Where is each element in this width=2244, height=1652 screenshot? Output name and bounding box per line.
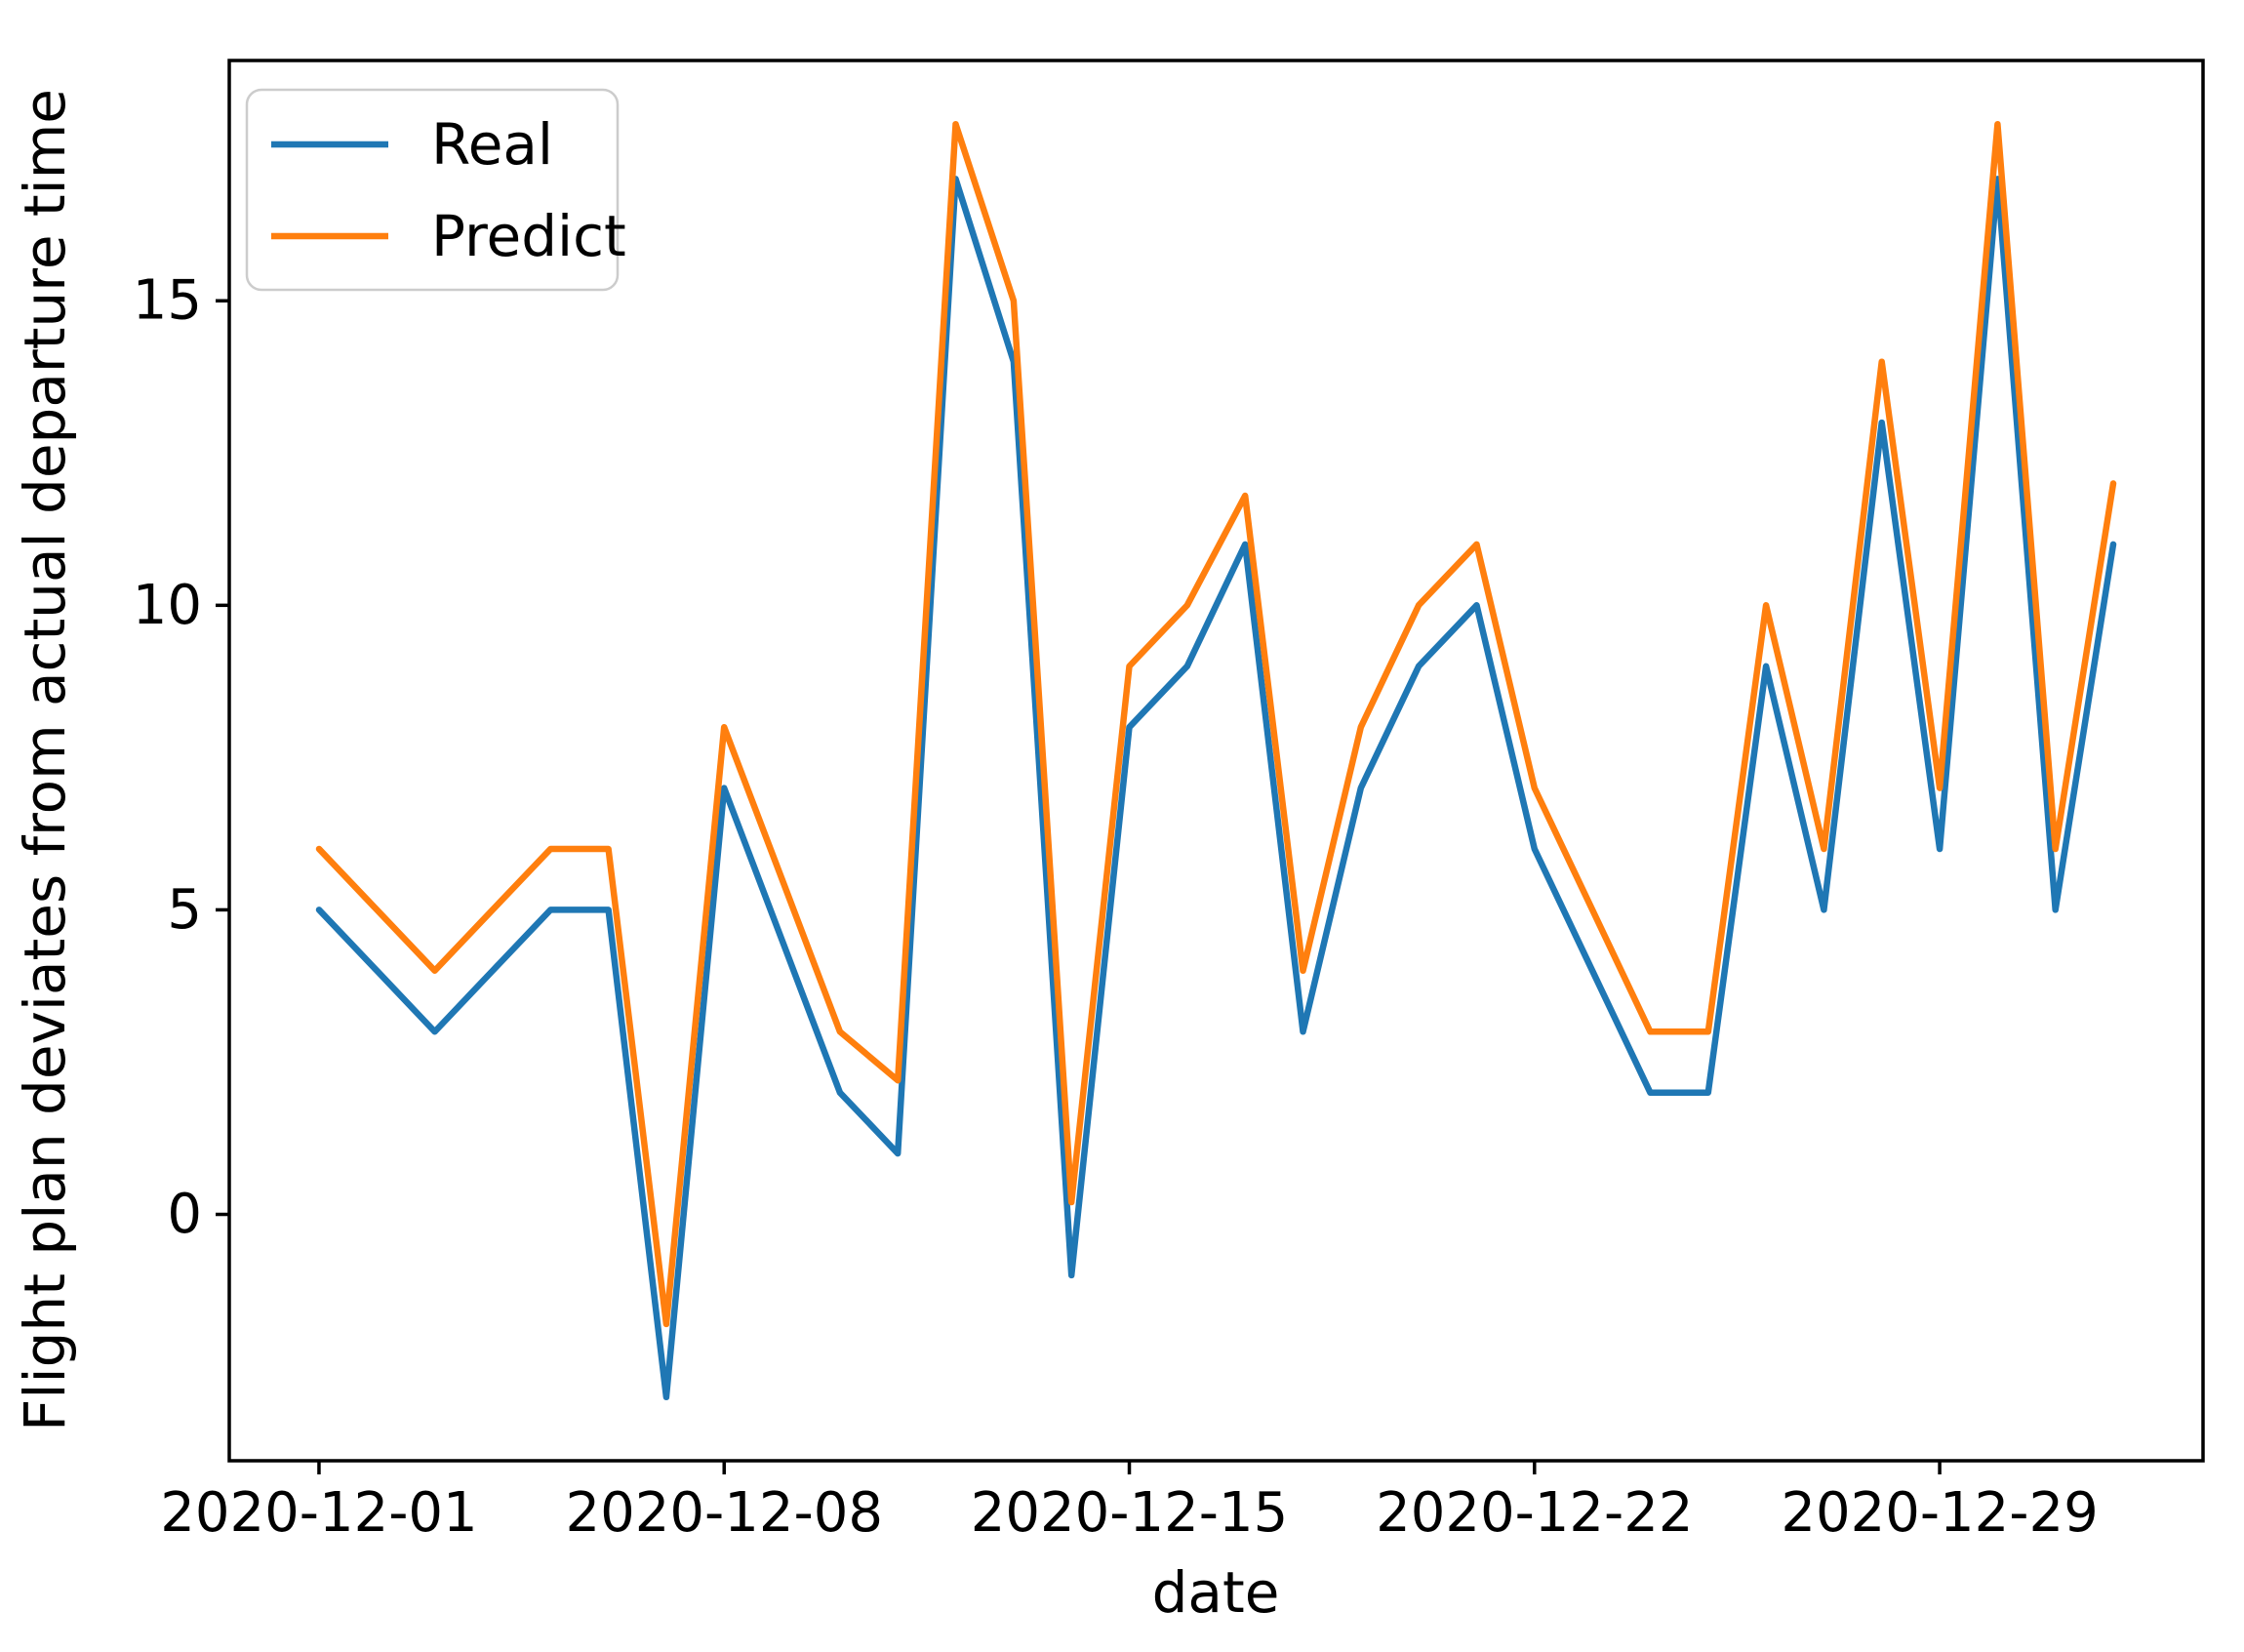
x-tick-label: 2020-12-01: [160, 1481, 477, 1545]
series-lines: [315, 120, 2117, 1401]
y-axis-label: Flight plan deviates from actual departu…: [12, 89, 78, 1431]
x-tick-label: 2020-12-08: [566, 1481, 883, 1545]
legend: Real Predict: [245, 88, 626, 292]
plot-area: [227, 59, 2205, 1463]
y-tick-label: 10: [133, 574, 202, 637]
legend-real-label: Real: [431, 111, 553, 178]
y-tick-label: 15: [133, 269, 202, 333]
y-axis-ticks: 0 5 10 15: [133, 269, 229, 1246]
legend-predict-label: Predict: [431, 203, 626, 269]
real-line: [315, 176, 2117, 1401]
x-axis-label: date: [1152, 1559, 1280, 1626]
x-axis-ticks: 2020-12-01 2020-12-08 2020-12-15 2020-12-22…: [160, 1461, 2099, 1545]
predict-line: [315, 120, 2117, 1328]
x-tick-label: 2020-12-29: [1781, 1481, 2098, 1545]
x-tick-label: 2020-12-15: [971, 1481, 1288, 1545]
legend-box: [245, 88, 620, 292]
x-tick-label: 2020-12-22: [1376, 1481, 1693, 1545]
y-tick-label: 0: [167, 1183, 202, 1246]
y-tick-label: 5: [167, 878, 202, 942]
